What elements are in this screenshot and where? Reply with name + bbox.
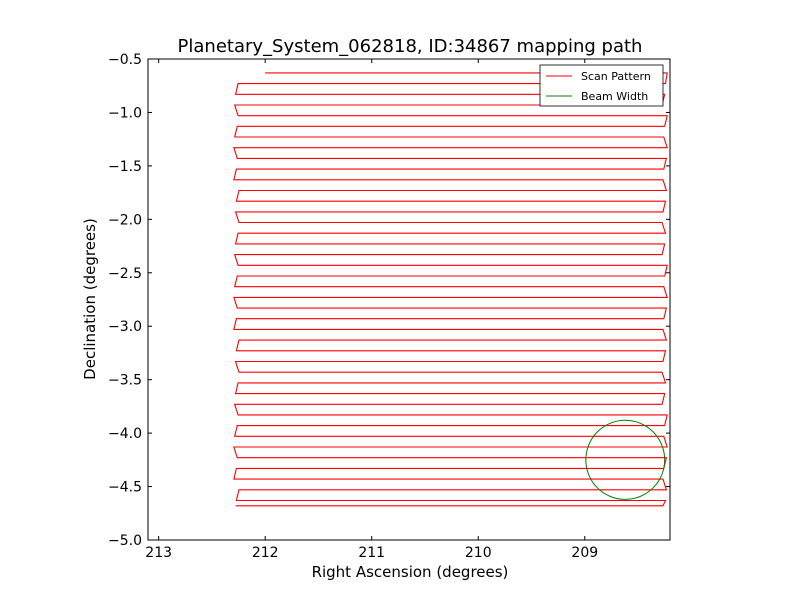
legend-label-scan-pattern: Scan Pattern [581, 70, 651, 83]
plot-frame [147, 58, 671, 541]
legend-label-beam-width: Beam Width [581, 90, 648, 103]
legend: Scan Pattern Beam Width [539, 64, 664, 107]
y-tick-label: −1.0 [108, 105, 142, 121]
x-tick-label: 211 [358, 545, 385, 561]
y-tick-label: −4.0 [108, 426, 142, 442]
beam-width-series [585, 419, 666, 500]
plot-area [147, 58, 671, 541]
y-tick-label: −1.5 [108, 159, 142, 175]
x-tick-label: 213 [145, 545, 172, 561]
y-tick-label: −0.5 [108, 52, 142, 68]
y-tick-label: −2.0 [108, 212, 142, 228]
y-axis-title: Declination (degrees) [81, 218, 99, 380]
y-tick-label: −3.5 [108, 373, 142, 389]
y-tick-label: −5.0 [108, 533, 142, 549]
beam-width-circle [585, 419, 666, 500]
y-tick-label: −2.5 [108, 266, 142, 282]
x-tick-label: 210 [465, 545, 492, 561]
chart-title: Planetary_System_062818, ID:34867 mappin… [178, 36, 643, 57]
y-tick-label: −3.0 [108, 319, 142, 335]
scan-pattern-line [233, 72, 668, 507]
legend-box [539, 64, 664, 107]
y-tick-label: −4.5 [108, 480, 142, 496]
scan-pattern-series [233, 72, 668, 507]
x-axis-title: Right Ascension (degrees) [312, 563, 509, 581]
y-axis: −0.5 −1.0 −1.5 −2.0 −2.5 −3.0 −3.5 −4.0 −4.5 −5.0 [108, 52, 670, 549]
x-tick-label: 212 [252, 545, 279, 561]
x-axis: 213 212 211 210 209 [145, 59, 598, 561]
x-tick-label: 209 [571, 545, 598, 561]
